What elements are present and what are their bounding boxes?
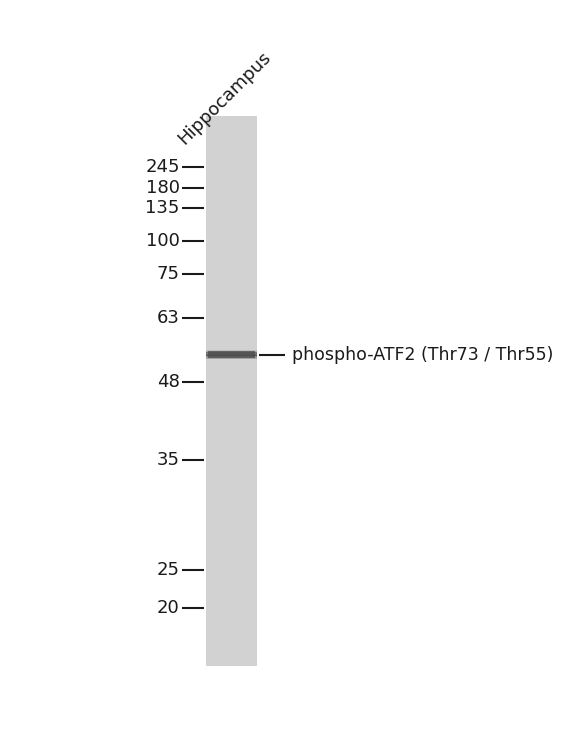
Text: 35: 35 [157,450,180,468]
Text: phospho-ATF2 (Thr73 / Thr55): phospho-ATF2 (Thr73 / Thr55) [292,346,553,364]
Text: 180: 180 [146,178,180,196]
Text: 100: 100 [146,232,180,250]
Text: 135: 135 [146,199,180,217]
Text: 20: 20 [157,599,180,617]
Text: Hippocampus: Hippocampus [175,48,275,148]
Text: 63: 63 [157,309,180,327]
Text: 48: 48 [157,373,180,391]
Bar [206,117,257,666]
Text: 75: 75 [157,265,180,284]
Text: 245: 245 [145,158,180,176]
Text: 25: 25 [157,561,180,579]
Bar [208,351,255,359]
